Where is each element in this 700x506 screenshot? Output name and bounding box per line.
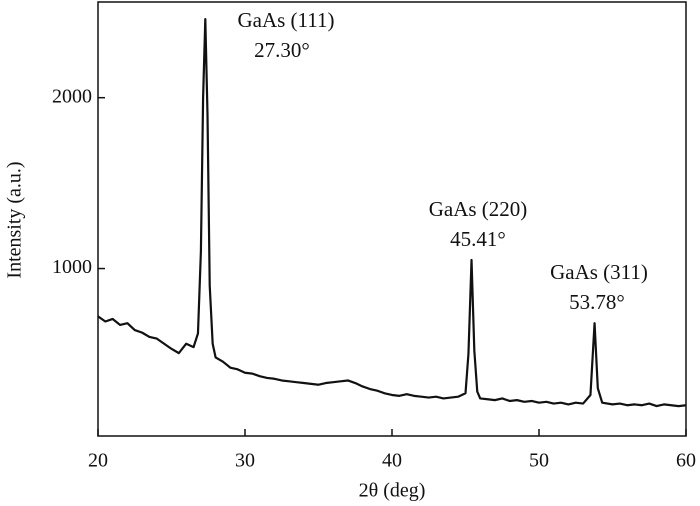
x-tick-label: 40 <box>382 450 402 472</box>
peak-angle: 45.41° <box>450 227 506 251</box>
y-axis-label: Intensity (a.u.) <box>4 161 26 278</box>
x-tick-label: 60 <box>676 450 696 472</box>
y-tick-label: 1000 <box>52 256 92 278</box>
y-tick-label: 2000 <box>52 85 92 107</box>
peak-label: GaAs (311) <box>550 260 648 284</box>
x-tick-label: 50 <box>529 450 549 472</box>
peak-label: GaAs (111) <box>237 8 334 32</box>
peak-angle: 53.78° <box>569 290 625 314</box>
x-axis-label: 2θ (deg) <box>359 480 426 502</box>
x-tick-label: 20 <box>88 450 108 472</box>
data-line <box>97 17 687 408</box>
peak-angle: 27.30° <box>254 38 310 62</box>
peak-label: GaAs (220) <box>429 197 528 221</box>
x-tick-label: 30 <box>235 450 255 472</box>
